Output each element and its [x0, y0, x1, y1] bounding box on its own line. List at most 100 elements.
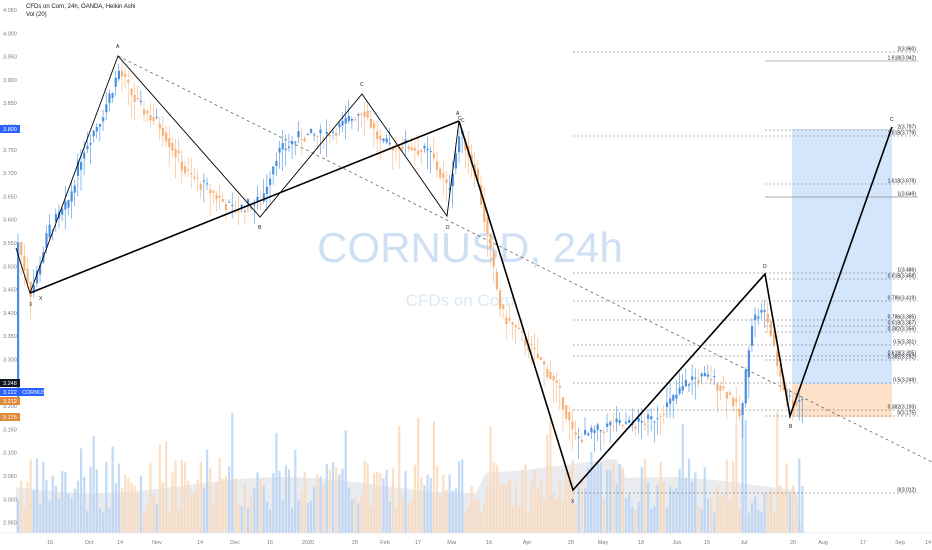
volume-bar [571, 460, 574, 533]
volume-bar [795, 493, 798, 533]
volume-bar [161, 482, 165, 533]
volume-bar [246, 508, 250, 533]
volume-bar [45, 479, 48, 533]
volume-bar [218, 457, 221, 533]
volume-bar [143, 511, 146, 533]
volume-bar [448, 474, 451, 533]
candle-body [83, 152, 86, 159]
point-a1: A [116, 44, 120, 50]
volume-bar [177, 508, 180, 533]
volume-bar [593, 468, 596, 533]
candle-body [284, 148, 287, 151]
candle-body [754, 314, 757, 320]
volume-bar [631, 507, 634, 533]
chart-header: CFDs on Corn, 24h, OANDA, Heikin Ashi Vo… [26, 3, 135, 19]
candle-body [687, 384, 691, 386]
candle-body [240, 204, 243, 208]
candle-body [561, 397, 565, 410]
volume-bar [439, 496, 442, 533]
volume-bar [64, 471, 67, 533]
volume-bar [467, 507, 470, 533]
volume-bar [476, 499, 480, 533]
volume-bar [228, 466, 231, 533]
volume-bar [458, 461, 461, 533]
volume-bar [26, 482, 29, 533]
candle-body [253, 204, 256, 206]
candle-body [659, 416, 662, 418]
x-tick-label: Nov [152, 540, 162, 546]
volume-bar [265, 501, 269, 533]
x-tick-label: Jun [673, 540, 682, 546]
y-tick-label: 3.000 [3, 497, 17, 503]
candle-body [747, 350, 750, 378]
candle-body [517, 327, 521, 329]
volume-bar [486, 486, 489, 533]
candle-body [45, 233, 48, 248]
volume-bar [275, 432, 278, 533]
candle-body [735, 398, 738, 403]
fib-label: 2(3.797) [897, 125, 916, 131]
volume-bar [253, 487, 256, 533]
tag-top [0, 125, 20, 133]
fib-label: 0.786(3.385) [888, 315, 917, 321]
candle-body [165, 132, 168, 142]
volume-bar [155, 504, 158, 533]
fib-label: 1.618(3.779) [888, 131, 917, 137]
candle-body [728, 392, 732, 395]
candle-body [161, 127, 165, 137]
candle-body [152, 117, 155, 121]
volume-bar [76, 480, 80, 533]
tag-current-text: 3.222 [3, 390, 17, 396]
candle-body [643, 423, 647, 426]
candle-body [187, 169, 190, 171]
candle-body [32, 285, 35, 293]
candle-body [344, 117, 347, 124]
volume-bar [354, 497, 357, 533]
volume-bar [470, 486, 473, 533]
candle-body [445, 179, 448, 184]
volume-bar [763, 493, 766, 533]
volume-bar [429, 477, 432, 533]
candle-body [706, 374, 710, 377]
candle-body [640, 420, 643, 423]
candle-body [716, 383, 719, 391]
candle-body [275, 160, 278, 166]
candle-body [98, 123, 102, 127]
candle-body [722, 386, 725, 389]
candle-body [155, 116, 158, 118]
volume-bar [798, 458, 801, 533]
volume-bar [262, 485, 265, 533]
fib-label: 0.618(3.367) [888, 321, 917, 327]
volume-bar [303, 471, 306, 533]
volume-bar [281, 500, 284, 533]
volume-bar [735, 424, 738, 533]
x-axis: 16 Oct 14 Nov 14 Dec 16 2020 20 Feb 17 Mar 16 Apr 20 Ma… [47, 540, 931, 546]
candle-body [291, 141, 294, 145]
y-tick-label: 3.900 [3, 78, 17, 84]
volume-bar [29, 459, 32, 533]
candle-body [769, 321, 773, 337]
x-tick-label: Mar [447, 540, 457, 546]
candle-body [773, 333, 776, 346]
candle-body [672, 394, 675, 401]
candle-body [524, 339, 527, 346]
y-tick-label: 3.200 [3, 404, 17, 410]
volume-bar [130, 482, 133, 533]
candle-body [146, 110, 149, 114]
candle-body [530, 343, 533, 345]
point-c2: C [461, 118, 465, 124]
volume-bar [243, 483, 246, 533]
candle-body [149, 115, 152, 121]
volume-bar [788, 494, 791, 533]
candle-body [738, 408, 741, 417]
volume-bar [552, 492, 555, 533]
volume-bar [527, 511, 530, 533]
volume-bar [202, 488, 206, 533]
candle-body [719, 385, 722, 392]
tag-current [0, 388, 20, 396]
y-tick-label: 3.400 [3, 311, 17, 317]
candle-body [281, 143, 284, 150]
volume-bar [590, 451, 593, 533]
x-tick-label: 16 [267, 540, 273, 546]
blue-projection-zone [792, 129, 892, 384]
